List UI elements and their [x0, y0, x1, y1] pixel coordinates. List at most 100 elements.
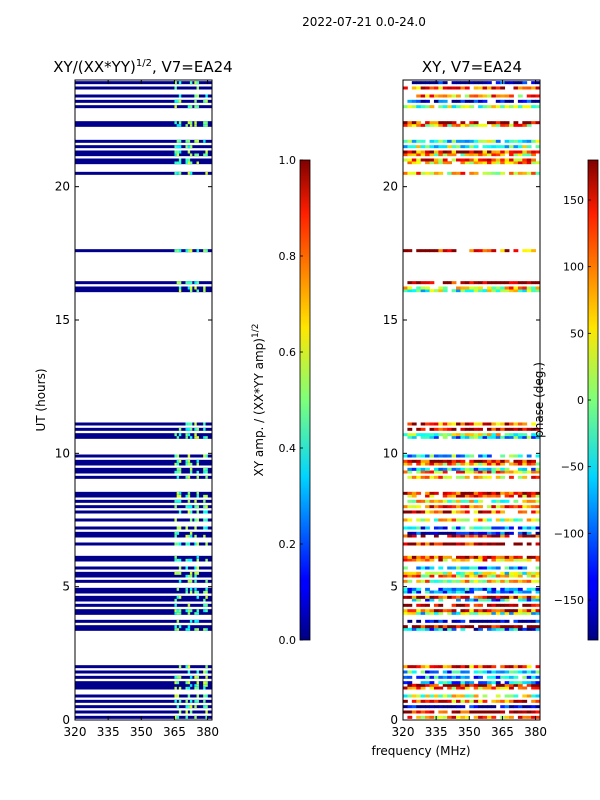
amplitude-cell: [205, 467, 208, 471]
phase-cell: [456, 158, 461, 162]
phase-cell: [464, 153, 470, 157]
phase-cell: [535, 675, 541, 679]
phase-cell: [420, 123, 426, 127]
phase-cell: [473, 670, 479, 674]
phase-cell: [416, 665, 422, 669]
phase-cell: [535, 462, 541, 466]
phase-cell: [407, 145, 413, 149]
amplitude-row: [75, 670, 212, 674]
phase-cell: [433, 123, 439, 127]
phase-cell: [411, 542, 417, 546]
colorbar-tick-label: −50: [561, 461, 584, 474]
phase-cell: [478, 603, 483, 607]
phase-cell: [509, 454, 514, 458]
phase-cell: [451, 587, 457, 591]
amplitude-row: [75, 470, 212, 474]
phase-cell: [513, 609, 519, 613]
phase-row: [403, 121, 541, 125]
phase-cell: [509, 699, 514, 703]
phase-cell: [416, 467, 422, 471]
phase-cell: [513, 681, 519, 685]
phase-cell: [469, 499, 475, 503]
amplitude-cell: [187, 705, 191, 709]
phase-cell: [447, 105, 453, 109]
phase-cell: [531, 555, 536, 559]
phase-cell: [513, 153, 519, 157]
amplitude-row: [75, 422, 212, 426]
phase-cell: [403, 121, 408, 125]
phase-cell: [420, 81, 426, 85]
phase-cell: [460, 675, 466, 679]
phase-cell: [447, 609, 453, 613]
phase-cell: [420, 459, 426, 463]
phase-cell: [429, 105, 435, 109]
phase-cell: [438, 705, 444, 709]
phase-cell: [509, 603, 514, 607]
phase-row: [403, 699, 541, 703]
phase-cell: [522, 462, 528, 466]
phase-cell: [509, 595, 514, 599]
phase-cell: [447, 542, 453, 546]
phase-cell: [433, 86, 439, 90]
phase-cell: [442, 710, 448, 714]
phase-cell: [469, 435, 475, 439]
phase-cell: [407, 475, 413, 479]
phase-row: [403, 705, 541, 709]
phase-cell: [513, 249, 519, 253]
phase-cell: [495, 611, 501, 615]
phase-cell: [438, 665, 444, 669]
phase-cell: [526, 609, 532, 613]
phase-cell: [411, 609, 417, 613]
amplitude-cell: [187, 158, 191, 162]
phase-cell: [473, 422, 479, 426]
phase-cell: [500, 435, 506, 439]
phase-cell: [504, 289, 510, 293]
phase-cell: [425, 699, 430, 703]
phase-cell: [522, 150, 528, 154]
phase-cell: [460, 470, 466, 474]
phase-cell: [486, 627, 492, 631]
phase-cell: [469, 289, 475, 293]
phase-cell: [473, 627, 479, 631]
amplitude-cell: [203, 435, 206, 439]
phase-cell: [504, 286, 510, 290]
phase-cell: [411, 433, 417, 437]
amplitude-row: [75, 94, 212, 98]
phase-cell: [460, 475, 466, 479]
amplitude-cell: [178, 121, 182, 125]
amplitude-cell: [194, 121, 197, 125]
amplitude-cell: [196, 281, 199, 285]
phase-cell: [433, 505, 439, 509]
phase-cell: [464, 158, 470, 162]
phase-cell: [526, 526, 532, 530]
phase-cell: [526, 534, 532, 538]
phase-cell: [464, 675, 470, 679]
phase-cell: [509, 665, 514, 669]
phase-cell: [407, 694, 413, 698]
phase-cell: [535, 619, 541, 623]
phase-cell: [407, 665, 413, 669]
phase-cell: [500, 683, 506, 687]
phase-cell: [407, 710, 413, 714]
amplitude-cell: [203, 467, 206, 471]
phase-cell: [504, 558, 510, 562]
phase-cell: [469, 531, 475, 535]
phase-cell: [403, 603, 408, 607]
phase-cell: [433, 571, 439, 575]
phase-cell: [478, 625, 483, 629]
x-tick-label: 350: [130, 725, 153, 739]
phase-cell: [473, 145, 479, 149]
phase-cell: [522, 510, 528, 514]
phase-cell: [420, 462, 426, 466]
phase-cell: [509, 470, 514, 474]
amplitude-cell: [176, 145, 180, 149]
amplitude-row: [75, 518, 212, 522]
phase-cell: [504, 609, 510, 613]
phase-cell: [504, 422, 510, 426]
amplitude-cell: [194, 422, 197, 426]
phase-cell: [522, 105, 528, 109]
phase-cell: [456, 587, 461, 591]
phase-cell: [420, 534, 426, 538]
phase-cell: [495, 566, 501, 570]
